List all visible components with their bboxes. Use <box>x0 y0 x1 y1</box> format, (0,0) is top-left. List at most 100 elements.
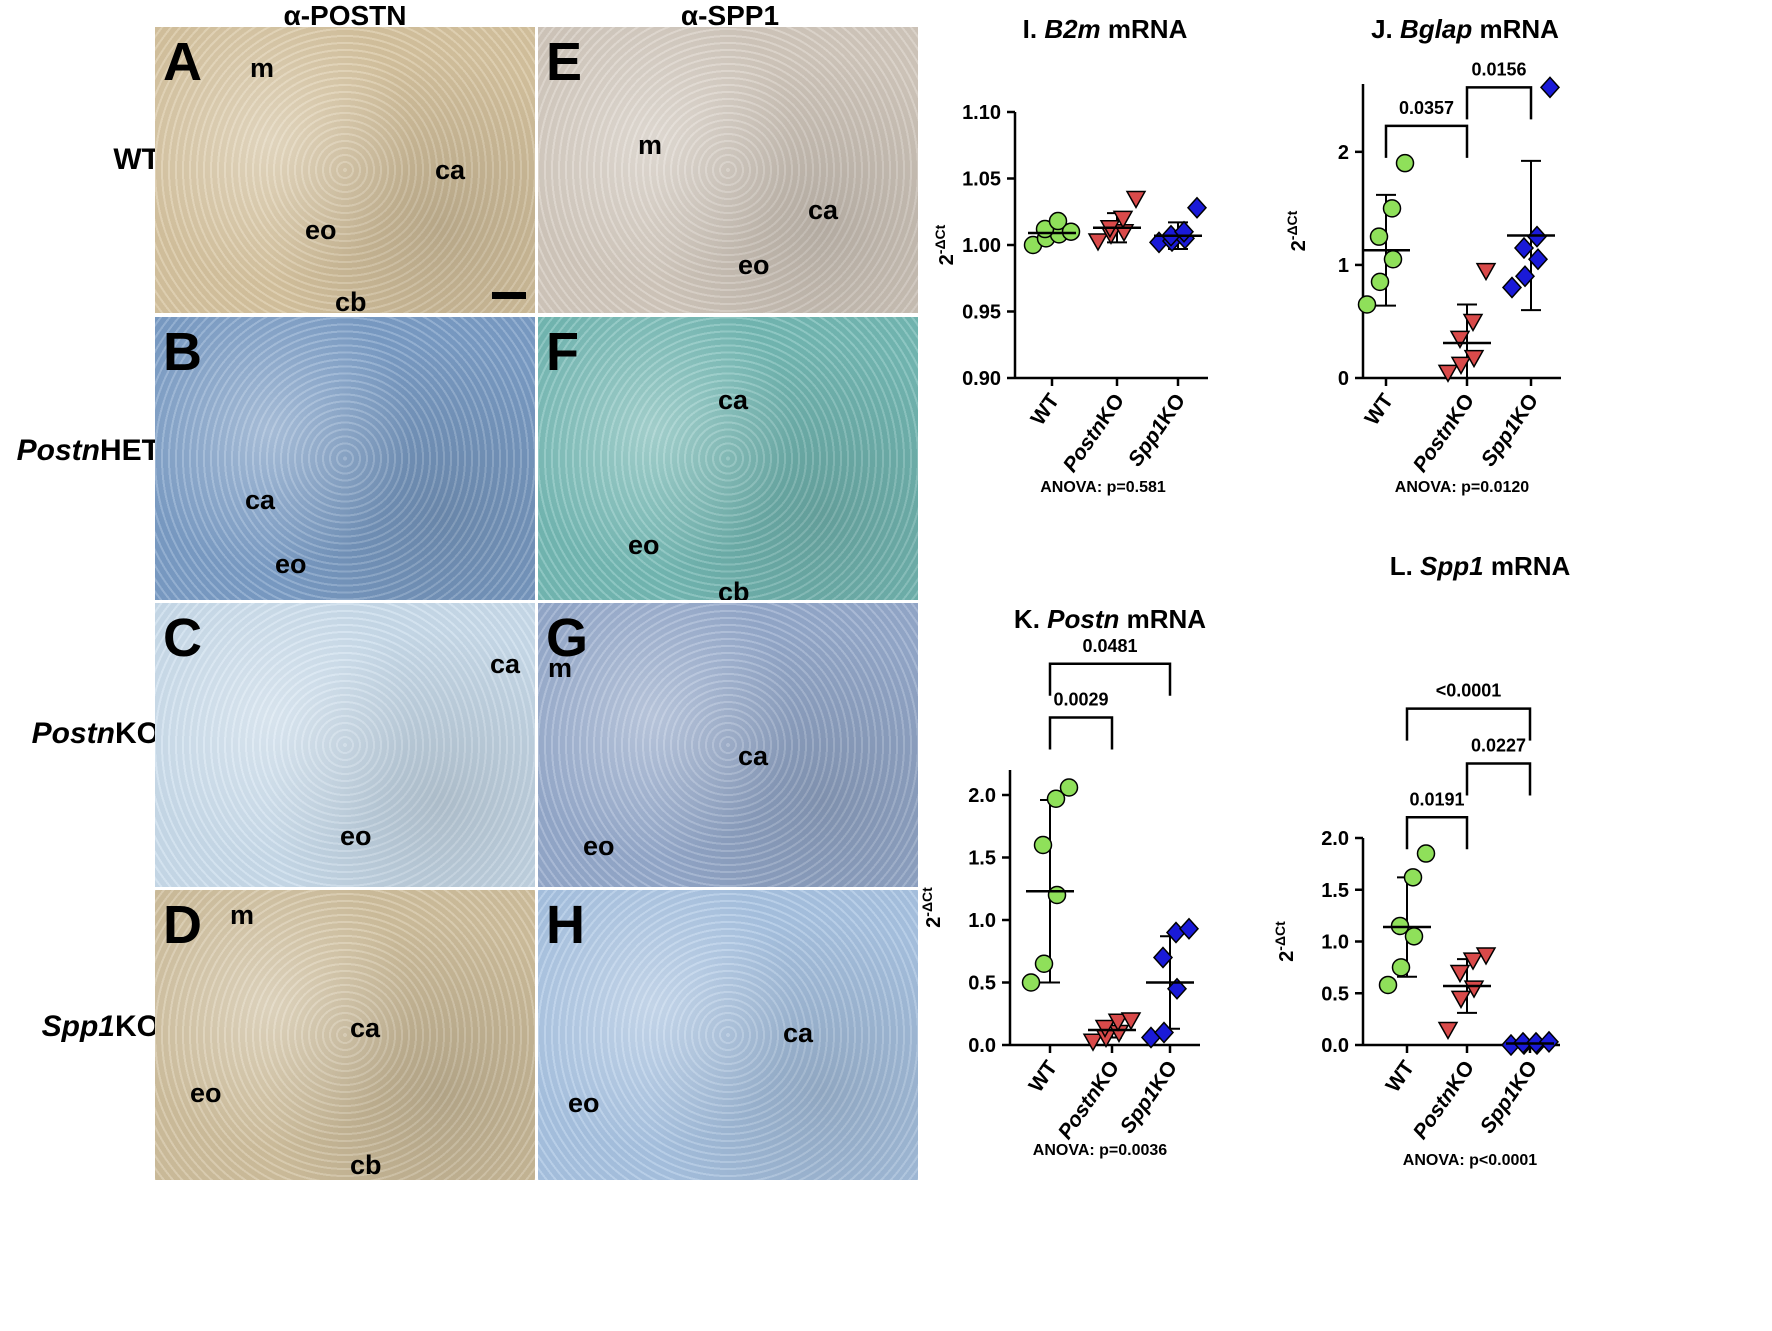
tissue-label-ca: ca <box>350 1013 381 1043</box>
data-point <box>1391 958 1411 977</box>
tissue-label-m: m <box>548 653 573 683</box>
chart-k: K. Postn mRNA 0.0 0.5 1.0 1.5 2.0 2-ΔCt WTPostn… <box>919 604 1206 1159</box>
panel-letter: H <box>546 895 585 955</box>
y-tick-label: 0.5 <box>1321 983 1349 1005</box>
significance-bracket <box>1405 707 1532 741</box>
data-point <box>1450 990 1472 1009</box>
data-point <box>1513 236 1535 260</box>
x-tick-label: Spp1KO <box>1124 390 1190 471</box>
tissue-label-eo: eo <box>190 1078 222 1108</box>
p-value-label: 0.0227 <box>1471 735 1526 755</box>
y-axis-label: 2-ΔCt <box>1272 921 1298 962</box>
data-point <box>1463 980 1485 999</box>
tissue-label-ca: ca <box>490 649 521 679</box>
data-point <box>1035 219 1055 239</box>
column-header-spp1: α-SPP1 <box>680 0 780 31</box>
y-tick-label: 0.5 <box>968 973 996 995</box>
tissue-label-eo: eo <box>628 530 660 560</box>
x-tick-label: PostnKO <box>1054 1057 1124 1144</box>
data-point <box>1049 225 1069 244</box>
x-tick-label: WT <box>1361 390 1399 430</box>
p-value-label: 0.0029 <box>1053 690 1108 710</box>
y-tick-label: 2.0 <box>968 785 996 807</box>
data-point <box>1100 226 1122 245</box>
data-point <box>1382 199 1402 218</box>
data-point <box>1449 330 1471 349</box>
p-value-label: 0.0357 <box>1399 98 1454 118</box>
p-value-label: <0.0001 <box>1436 681 1502 701</box>
y-tick-label: 2 <box>1338 142 1349 164</box>
tissue-label-m: m <box>230 900 255 930</box>
data-point <box>1173 220 1195 243</box>
data-point <box>1047 885 1067 905</box>
panel-letter: E <box>546 32 583 92</box>
x-tick-label: WT <box>1027 390 1065 430</box>
data-point <box>1378 975 1398 995</box>
data-point <box>1403 868 1423 887</box>
tissue-label-ca: ca <box>718 385 749 415</box>
tissue-label-eo: eo <box>305 215 337 245</box>
data-point <box>1174 227 1196 250</box>
data-point <box>1539 76 1561 99</box>
chart-title: I. B2m mRNA <box>1023 14 1188 44</box>
y-axis-label: 2-ΔCt <box>1284 210 1310 251</box>
data-point <box>1125 190 1147 209</box>
data-point <box>1395 153 1415 173</box>
y-tick-label: 1.10 <box>962 102 1001 124</box>
tissue-label-cb: cb <box>718 577 750 601</box>
anova-label: ANOVA: p=0.0120 <box>1395 479 1530 496</box>
data-point <box>1112 210 1134 229</box>
tissue-label-ca: ca <box>435 155 466 185</box>
p-value-label: 0.0191 <box>1409 789 1464 809</box>
tissue-label-eo: eo <box>568 1088 600 1118</box>
data-point <box>1140 1026 1162 1049</box>
y-tick-label: 1.0 <box>968 910 996 932</box>
data-point <box>1526 225 1548 248</box>
y-tick-label: 1 <box>1338 255 1349 277</box>
y-tick-label: 1.05 <box>962 169 1001 191</box>
y-axis-label: 2-ΔCt <box>919 887 945 928</box>
significance-bracket <box>1465 762 1532 796</box>
chart-i: I. B2m mRNA 0.90 0.95 1.00 1.05 1.10 2-ΔCt WTPo… <box>932 14 1208 496</box>
tissue-label-m: m <box>638 130 663 160</box>
data-point <box>1034 954 1054 973</box>
data-point <box>1369 227 1389 246</box>
data-point <box>1500 1033 1522 1057</box>
y-tick-label: 0.90 <box>962 368 1001 390</box>
panel-letter: A <box>163 32 202 92</box>
data-point <box>1463 349 1485 369</box>
significance-bracket <box>1048 716 1114 750</box>
data-point <box>1152 946 1174 969</box>
y-tick-label: 2.0 <box>1321 828 1349 850</box>
data-point <box>1061 222 1081 241</box>
data-point <box>1099 219 1121 239</box>
data-point <box>1023 235 1043 255</box>
data-point <box>1059 778 1079 797</box>
data-point <box>1082 1033 1104 1052</box>
panel-letter: F <box>546 322 579 382</box>
p-value-label: 0.0481 <box>1082 636 1137 656</box>
tissue-label-cb: cb <box>335 287 367 314</box>
data-point <box>1462 952 1484 971</box>
data-point <box>1390 916 1410 936</box>
tissue-label-eo: eo <box>738 250 770 280</box>
anova-label: ANOVA: p=0.581 <box>1040 479 1166 496</box>
column-header-postn: α-POSTN <box>283 0 407 31</box>
data-point <box>1437 364 1459 383</box>
significance-bracket <box>1384 124 1469 158</box>
data-point <box>1475 947 1497 966</box>
data-point <box>1108 1024 1130 1044</box>
significance-bracket <box>1405 816 1469 850</box>
anova-label: ANOVA: p<0.0001 <box>1403 1152 1538 1169</box>
data-point <box>1165 921 1187 944</box>
data-point <box>1527 248 1549 271</box>
y-tick-label: 1.0 <box>1321 932 1349 954</box>
data-point <box>1046 789 1066 808</box>
data-point <box>1153 1021 1175 1044</box>
tissue-label-ca: ca <box>783 1018 814 1048</box>
panel-letter: G <box>546 608 589 668</box>
